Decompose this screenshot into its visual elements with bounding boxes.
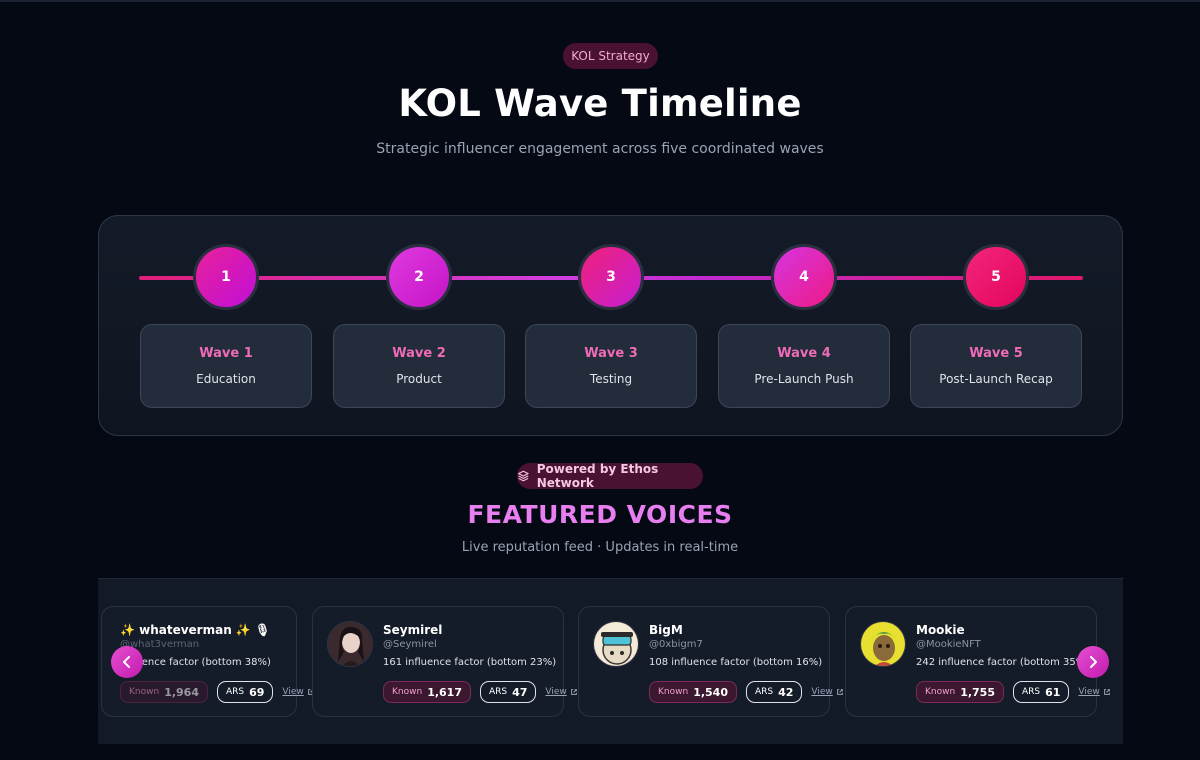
avatar: [593, 621, 639, 667]
known-badge: Known 1,617: [383, 681, 471, 703]
avatar: [860, 621, 906, 667]
avatar: [327, 621, 373, 667]
wave-2-name: Product: [396, 372, 442, 386]
voices-carousel[interactable]: ✨ whateverman ✨ 🎙 @what3verman influence…: [98, 578, 1123, 744]
chevron-left-icon: [123, 656, 130, 668]
voice-handle: @MookieNFT: [916, 639, 981, 650]
known-label: Known: [392, 687, 423, 697]
carousel-prev-button[interactable]: [111, 646, 143, 678]
page-subtitle: Strategic influencer engagement across f…: [376, 141, 824, 157]
ars-label: ARS: [488, 687, 508, 697]
external-link-icon: [570, 689, 577, 695]
known-value: 1,617: [427, 685, 462, 699]
voice-influence: influence factor (bottom 38%): [120, 657, 271, 668]
known-value: 1,540: [693, 685, 728, 699]
known-badge: Known 1,755: [916, 681, 1004, 703]
wave-5-circle[interactable]: 5: [963, 244, 1029, 310]
voice-name: Seymirel: [383, 623, 443, 637]
strategy-badge: KOL Strategy: [563, 43, 658, 69]
ars-label: ARS: [1021, 687, 1041, 697]
wave-5-name: Post-Launch Recap: [939, 372, 1053, 386]
voice-card[interactable]: ✨ whateverman ✨ 🎙 @what3verman influence…: [101, 606, 314, 717]
known-label: Known: [658, 687, 689, 697]
view-profile-link[interactable]: View: [282, 687, 314, 697]
carousel-next-button[interactable]: [1077, 646, 1109, 678]
voice-influence: 161 influence factor (bottom 23%): [383, 657, 557, 668]
wave-5-card[interactable]: Wave 5 Post-Launch Recap: [910, 324, 1082, 408]
voice-handle: @0xbigm7: [649, 639, 703, 650]
voice-card[interactable]: BigM @0xbigm7 108 influence factor (bott…: [578, 606, 843, 717]
powered-by-badge[interactable]: Powered by Ethos Network: [517, 462, 703, 490]
wave-3-number: 3: [606, 269, 616, 285]
ars-label: ARS: [754, 687, 774, 697]
voice-handle: @Seymirel: [383, 639, 437, 650]
view-label: View: [811, 687, 833, 697]
voice-name: ✨ whateverman ✨ 🎙: [120, 623, 271, 637]
page-title: KOL Wave Timeline: [398, 82, 802, 125]
wave-4-label: Wave 4: [777, 346, 831, 361]
wave-3-card[interactable]: Wave 3 Testing: [525, 324, 697, 408]
wave-2-number: 2: [414, 269, 424, 285]
chevron-right-icon: [1090, 656, 1097, 668]
wave-1-name: Education: [196, 372, 256, 386]
known-badge: Known 1,964: [120, 681, 208, 703]
external-link-icon: [1103, 689, 1110, 695]
powered-by-label: Powered by Ethos Network: [536, 462, 659, 490]
featured-voices-title: FEATURED VOICES: [467, 500, 733, 529]
voice-name: Mookie: [916, 623, 965, 637]
external-link-icon: [836, 689, 843, 695]
voice-badges: Known 1,755 ARS 61 View: [916, 681, 1111, 703]
known-value: 1,755: [960, 685, 995, 699]
view-profile-link[interactable]: View: [545, 687, 577, 697]
wave-4-card[interactable]: Wave 4 Pre-Launch Push: [718, 324, 890, 408]
wave-4-name: Pre-Launch Push: [754, 372, 854, 386]
wave-4-circle[interactable]: 4: [771, 244, 837, 310]
wave-1-card[interactable]: Wave 1 Education: [140, 324, 312, 408]
voice-card[interactable]: Seymirel @Seymirel 161 influence factor …: [312, 606, 577, 717]
voice-badges: Known 1,540 ARS 42 View: [649, 681, 844, 703]
wave-1-label: Wave 1: [199, 346, 253, 361]
wave-4-number: 4: [799, 269, 809, 285]
wave-timeline-panel: 1 2 3 4 5 Wave 1 Education Wave 2 Produc…: [98, 215, 1123, 436]
ars-label: ARS: [225, 687, 245, 697]
view-label: View: [282, 687, 304, 697]
view-profile-link[interactable]: View: [1078, 687, 1110, 697]
wave-5-number: 5: [991, 269, 1001, 285]
view-profile-link[interactable]: View: [811, 687, 843, 697]
known-label: Known: [129, 687, 160, 697]
view-label: View: [1078, 687, 1100, 697]
known-badge: Known 1,540: [649, 681, 737, 703]
voice-badges: Known 1,964 ARS 69 View: [120, 681, 315, 703]
wave-2-circle[interactable]: 2: [386, 244, 452, 310]
view-label: View: [545, 687, 567, 697]
ars-value: 42: [778, 685, 794, 699]
ars-value: 61: [1045, 685, 1061, 699]
voice-influence: 108 influence factor (bottom 16%): [649, 657, 823, 668]
voice-card[interactable]: Mookie @MookieNFT 242 influence factor (…: [845, 606, 1110, 717]
ars-value: 47: [512, 685, 528, 699]
wave-2-card[interactable]: Wave 2 Product: [333, 324, 505, 408]
wave-3-label: Wave 3: [584, 346, 638, 361]
wave-2-label: Wave 2: [392, 346, 446, 361]
wave-1-number: 1: [221, 269, 231, 285]
known-label: Known: [925, 687, 956, 697]
wave-1-circle[interactable]: 1: [193, 244, 259, 310]
ars-badge: ARS 61: [1012, 681, 1070, 703]
ars-badge: ARS 47: [479, 681, 537, 703]
layers-icon: [518, 470, 529, 482]
featured-voices-subtitle: Live reputation feed · Updates in real-t…: [461, 540, 739, 555]
voice-influence: 242 influence factor (bottom 35%): [916, 657, 1090, 668]
wave-5-label: Wave 5: [969, 346, 1023, 361]
voice-name: BigM: [649, 623, 683, 637]
ars-badge: ARS 42: [745, 681, 803, 703]
voice-handle: @what3verman: [120, 639, 200, 650]
voice-badges: Known 1,617 ARS 47 View: [383, 681, 578, 703]
ars-badge: ARS 69: [216, 681, 274, 703]
top-border: [0, 0, 1200, 2]
wave-3-name: Testing: [589, 372, 633, 386]
known-value: 1,964: [164, 685, 199, 699]
ars-value: 69: [249, 685, 265, 699]
strategy-badge-label: KOL Strategy: [571, 49, 650, 63]
wave-3-circle[interactable]: 3: [578, 244, 644, 310]
